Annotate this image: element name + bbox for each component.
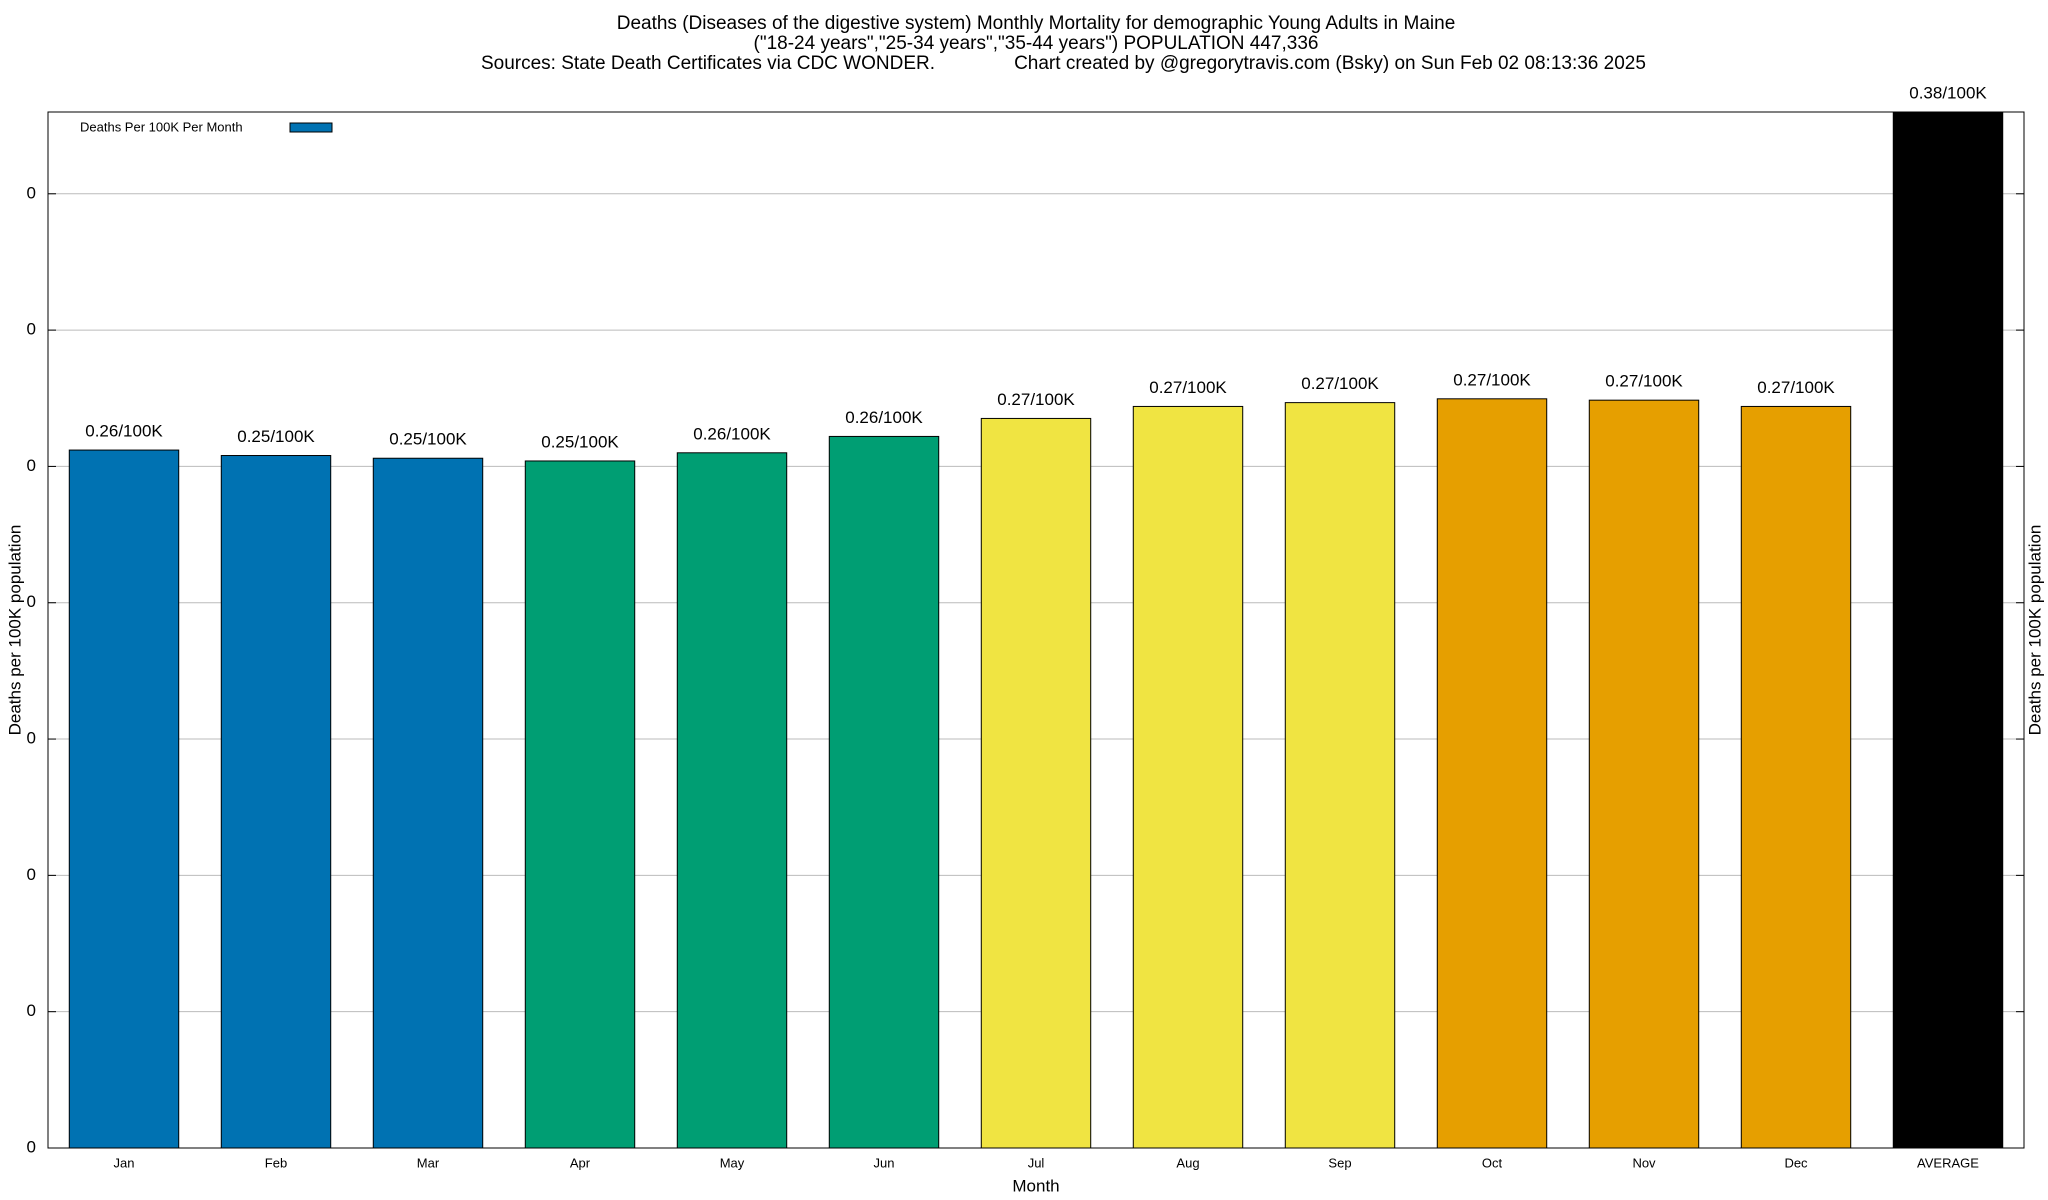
value-label: 0.26/100K	[845, 408, 923, 427]
x-tick-label: Nov	[1632, 1155, 1656, 1170]
bar	[1284, 402, 1396, 1149]
bar	[980, 417, 1092, 1149]
x-tick-label: AVERAGE	[1917, 1155, 1979, 1170]
chart-subtitle: ("18-24 years","25-34 years","35-44 year…	[754, 33, 1319, 54]
y-tick-label: 0	[27, 729, 36, 748]
value-label: 0.27/100K	[1301, 374, 1379, 393]
x-tick-label: May	[720, 1155, 745, 1170]
value-label: 0.27/100K	[1605, 372, 1683, 391]
x-tick-label: Apr	[570, 1155, 591, 1170]
bar	[828, 435, 940, 1149]
x-tick-label: Mar	[417, 1155, 440, 1170]
bar	[524, 460, 636, 1149]
x-tick-label: Jun	[874, 1155, 895, 1170]
bar	[1588, 399, 1700, 1149]
value-label: 0.27/100K	[997, 390, 1075, 409]
sources: Sources: State Death Certificates via CD…	[481, 53, 935, 74]
bar	[676, 452, 788, 1149]
plot-frame	[47, 111, 2025, 1149]
value-label: 0.25/100K	[237, 427, 315, 446]
y-tick-label: 0	[27, 183, 36, 202]
bar	[1436, 398, 1548, 1149]
legend-label: Deaths Per 100K Per Month	[80, 119, 243, 134]
x-tick-label: Oct	[1482, 1155, 1503, 1170]
y-tick-label: 0	[27, 592, 36, 611]
y-tick-label: 0	[27, 320, 36, 339]
chart-title: Deaths (Diseases of the digestive system…	[617, 13, 1456, 34]
value-label: 0.25/100K	[541, 432, 619, 451]
x-tick-label: Aug	[1176, 1155, 1199, 1170]
x-tick-label: Dec	[1784, 1155, 1808, 1170]
bar	[1132, 405, 1244, 1149]
y2-axis-label: Deaths per 100K population	[2025, 525, 2044, 736]
bar	[68, 449, 180, 1149]
y-axis-label: Deaths per 100K population	[5, 525, 24, 736]
y-tick-label: 0	[27, 1001, 36, 1020]
value-label: 0.38/100K	[1909, 83, 1987, 102]
credit: Chart created by @gregorytravis.com (Bsk…	[1014, 53, 1646, 74]
x-tick-label: Sep	[1328, 1155, 1351, 1170]
legend-swatch	[289, 122, 333, 133]
value-label: 0.25/100K	[389, 430, 467, 449]
value-label: 0.27/100K	[1757, 378, 1835, 397]
value-label: 0.26/100K	[693, 424, 771, 443]
y-tick-label: 0	[27, 1137, 36, 1156]
x-tick-label: Jul	[1028, 1155, 1045, 1170]
bar	[372, 457, 484, 1149]
x-tick-label: Jan	[114, 1155, 135, 1170]
x-tick-label: Feb	[265, 1155, 287, 1170]
bar	[220, 455, 332, 1149]
y-tick-label: 0	[27, 456, 36, 475]
value-label: 0.27/100K	[1149, 378, 1227, 397]
value-label: 0.27/100K	[1453, 370, 1531, 389]
x-axis-label: Month	[1012, 1176, 1059, 1195]
value-label: 0.26/100K	[85, 422, 163, 441]
y-tick-label: 0	[27, 865, 36, 884]
bar	[1892, 111, 2004, 1149]
bar	[1740, 405, 1852, 1149]
